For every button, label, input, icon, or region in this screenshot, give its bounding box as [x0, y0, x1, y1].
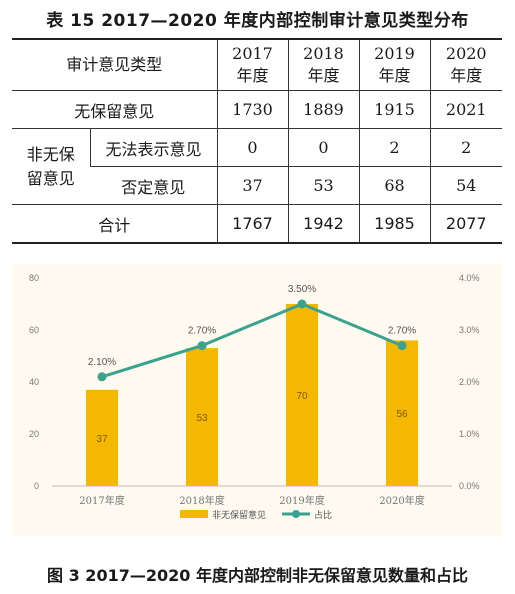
bar: [386, 340, 418, 486]
ratio-value-label: 3.50%: [288, 284, 316, 295]
ratio-line: [101, 302, 403, 379]
value-cell: 54: [429, 166, 502, 205]
y-tick-label: 20: [29, 429, 39, 439]
ratio-point: [297, 299, 307, 309]
x-tick-label: 2018年度: [179, 494, 224, 507]
value-cell: 37: [216, 166, 288, 205]
legend-bar-swatch: [180, 510, 208, 518]
total-cell: 1942: [287, 204, 359, 244]
row-label: 否定意见: [90, 166, 217, 205]
value-cell: 0: [287, 128, 359, 167]
table-title: 表 15 2017—2020 年度内部控制审计意见类型分布: [46, 11, 469, 31]
ratio-value-label: 2.10%: [88, 357, 116, 368]
chart-panel: 0 20 40 60 80 0.0% 1.0% 2.0% 3.0% 4.0% 37 53 70 56 2.1…: [12, 264, 502, 536]
bar-value-label: 37: [96, 434, 108, 445]
legend-line-marker: [292, 510, 300, 518]
group-label: 非无保留意见: [12, 128, 90, 205]
y-tick-label: 40: [29, 377, 39, 387]
header-year-cell: 2019 年度: [358, 38, 430, 91]
table-row: 否定意见 37 53 68 54: [12, 166, 502, 205]
y2-tick-label: 4.0%: [459, 273, 480, 283]
x-tick-label: 2019年度: [279, 494, 324, 507]
value-cell: 53: [287, 166, 359, 205]
legend-bar-label: 非无保留意见: [212, 509, 266, 521]
x-tick-label: 2020年度: [379, 494, 424, 507]
table-row: 非无保留意见 无法表示意见 0 0 2 2: [12, 128, 502, 205]
bar-value-label: 70: [296, 391, 308, 402]
value-cell: 0: [216, 128, 288, 167]
figure-title: 图 3 2017—2020 年度内部控制非无保留意见数量和占比: [47, 566, 468, 585]
header-row: 审计意见类型 2017 年度 2018 年度 2019 年度 2020 年度: [12, 38, 502, 91]
header-year-cell: 2018 年度: [287, 38, 359, 91]
y2-tick-label: 2.0%: [459, 377, 480, 387]
ratio-point: [397, 341, 407, 351]
combo-chart: 0 20 40 60 80 0.0% 1.0% 2.0% 3.0% 4.0% 37 53 70 56 2.1…: [29, 273, 480, 521]
header-type-cell: 审计意见类型: [12, 38, 217, 91]
header-year-cell: 2017 年度: [216, 38, 288, 91]
row-label: 合计: [12, 204, 217, 244]
audit-opinion-table: 审计意见类型 2017 年度 2018 年度 2019 年度 2020 年度 无保留意见…: [12, 38, 502, 244]
bar-value-label: 56: [396, 409, 408, 420]
value-cell: 2021: [429, 90, 502, 129]
y-tick-label: 0: [34, 481, 39, 491]
table-row: 无保留意见 1730 1889 1915 2021: [12, 90, 502, 129]
value-cell: 1889: [287, 90, 359, 129]
header-year-cell: 2020 年度: [429, 38, 502, 91]
value-cell: 1730: [216, 90, 288, 129]
y-tick-label: 80: [29, 273, 39, 283]
value-cell: 2: [358, 128, 430, 167]
ratio-value-label: 2.70%: [188, 326, 216, 337]
total-cell: 1767: [216, 204, 288, 244]
row-label: 无法表示意见: [89, 128, 217, 167]
total-cell: 2077: [429, 204, 502, 244]
y2-tick-label: 0.0%: [459, 481, 480, 491]
value-cell: 2: [429, 128, 502, 167]
value-cell: 68: [358, 166, 430, 205]
total-cell: 1985: [358, 204, 430, 244]
bar: [86, 389, 118, 486]
ratio-point: [97, 372, 107, 382]
total-row: 合计 1767 1942 1985 2077: [12, 204, 502, 244]
ratio-point: [197, 341, 207, 351]
x-tick-label: 2017年度: [79, 494, 124, 507]
bar: [286, 304, 318, 486]
value-cell: 1915: [358, 90, 430, 129]
legend-line-label: 占比: [314, 509, 332, 521]
group-label-text: 非无保留意见: [26, 144, 75, 188]
bar: [186, 348, 218, 486]
y-tick-label: 60: [29, 325, 39, 335]
y2-tick-label: 3.0%: [459, 325, 480, 335]
y2-tick-label: 1.0%: [459, 429, 480, 439]
bar-value-label: 53: [196, 413, 208, 424]
row-label: 无保留意见: [12, 90, 217, 129]
ratio-value-label: 2.70%: [388, 326, 416, 337]
